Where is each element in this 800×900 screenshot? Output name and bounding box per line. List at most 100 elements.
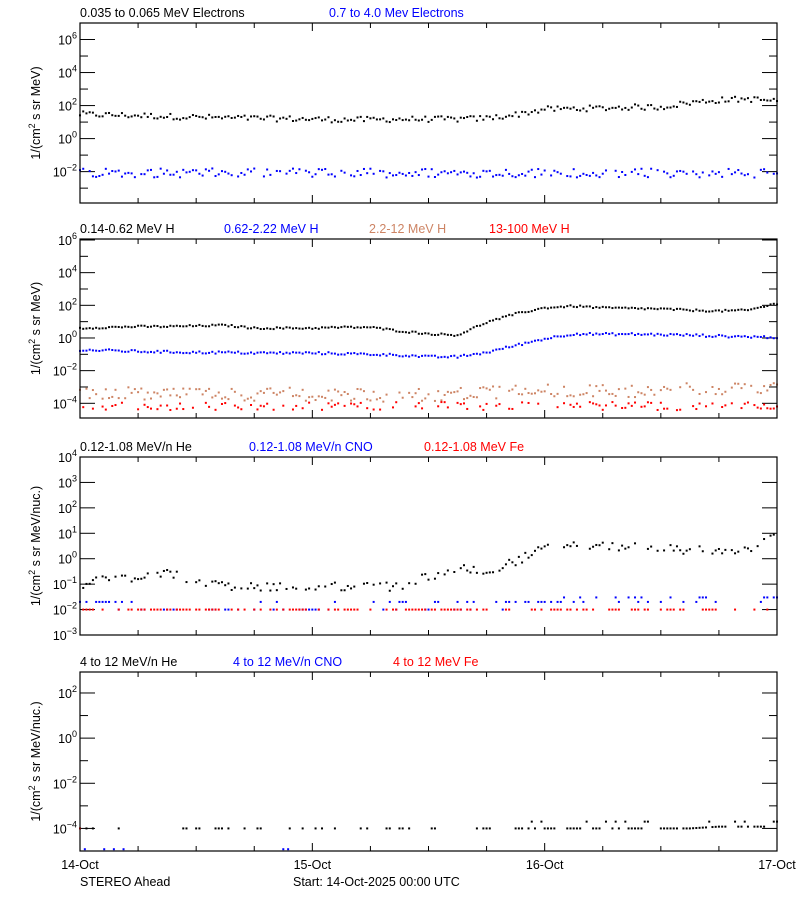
data-point [230, 608, 233, 611]
data-point [440, 171, 443, 174]
data-point [372, 583, 375, 586]
data-point [298, 351, 301, 354]
data-point [759, 168, 762, 171]
data-point [672, 174, 675, 177]
data-point [191, 114, 194, 117]
data-point [624, 547, 627, 550]
data-point [579, 405, 582, 408]
data-point [369, 167, 372, 170]
data-point [169, 608, 172, 611]
data-point [304, 351, 307, 354]
data-point [82, 406, 85, 409]
data-point [692, 827, 695, 830]
data-point [717, 547, 720, 550]
data-point [346, 608, 349, 611]
data-point [759, 98, 762, 101]
data-point [708, 608, 711, 611]
data-point [308, 608, 311, 611]
data-point [427, 608, 430, 611]
data-point [401, 355, 404, 358]
data-point [411, 174, 414, 177]
data-point [256, 408, 259, 411]
data-point [637, 173, 640, 176]
data-point [272, 608, 275, 611]
data-point [337, 390, 340, 393]
data-point [227, 115, 230, 118]
data-point [598, 105, 601, 108]
data-point [614, 306, 617, 309]
data-point [204, 584, 207, 587]
data-point [414, 392, 417, 395]
data-point [498, 117, 501, 120]
data-point [688, 334, 691, 337]
data-point [498, 385, 501, 388]
data-point [353, 397, 356, 400]
data-point [133, 388, 136, 391]
data-point [91, 389, 94, 392]
data-point [756, 825, 759, 828]
data-point [430, 333, 433, 336]
data-point [101, 173, 104, 176]
data-point [553, 306, 556, 309]
data-point [563, 385, 566, 388]
data-point [137, 608, 140, 611]
data-point [243, 827, 246, 830]
data-point [566, 334, 569, 337]
data-point [617, 827, 620, 830]
data-point [634, 103, 637, 106]
data-point [224, 396, 227, 399]
data-point [514, 600, 517, 603]
data-point [582, 107, 585, 110]
data-point [766, 596, 769, 599]
data-point [243, 399, 246, 402]
data-point [711, 826, 714, 829]
data-point [314, 326, 317, 329]
data-point [417, 174, 420, 177]
data-point [504, 600, 507, 603]
data-point [724, 404, 727, 407]
data-point [421, 573, 424, 576]
data-point [559, 600, 562, 603]
data-point [537, 600, 540, 603]
data-point [108, 579, 111, 582]
data-point [753, 96, 756, 99]
data-point [504, 115, 507, 118]
data-point [485, 402, 488, 405]
data-point [98, 175, 101, 178]
data-point [282, 390, 285, 393]
data-point [588, 331, 591, 334]
data-point [656, 408, 659, 411]
data-point [201, 116, 204, 119]
data-point [666, 106, 669, 109]
data-point [737, 382, 740, 385]
data-point [682, 827, 685, 830]
data-point [643, 174, 646, 177]
data-point [630, 170, 633, 173]
data-point [204, 117, 207, 120]
data-point [514, 176, 517, 179]
data-point [663, 334, 666, 337]
data-point [321, 408, 324, 411]
data-point [220, 323, 223, 326]
data-point [366, 407, 369, 410]
data-point [427, 120, 430, 123]
data-point [401, 600, 404, 603]
data-point [140, 387, 143, 390]
data-point [311, 352, 314, 355]
data-point [237, 350, 240, 353]
data-point [340, 394, 343, 397]
data-point [482, 408, 485, 411]
data-point [359, 115, 362, 118]
y-tick-label: 10−3 [53, 626, 77, 643]
data-point [243, 325, 246, 328]
data-point [437, 600, 440, 603]
data-point [514, 111, 517, 114]
data-point [682, 552, 685, 555]
data-point [317, 351, 320, 354]
data-point [382, 353, 385, 356]
data-point [643, 393, 646, 396]
data-point [556, 171, 559, 174]
data-point [392, 174, 395, 177]
y-tick-label: 102 [58, 296, 77, 313]
data-point [608, 306, 611, 309]
